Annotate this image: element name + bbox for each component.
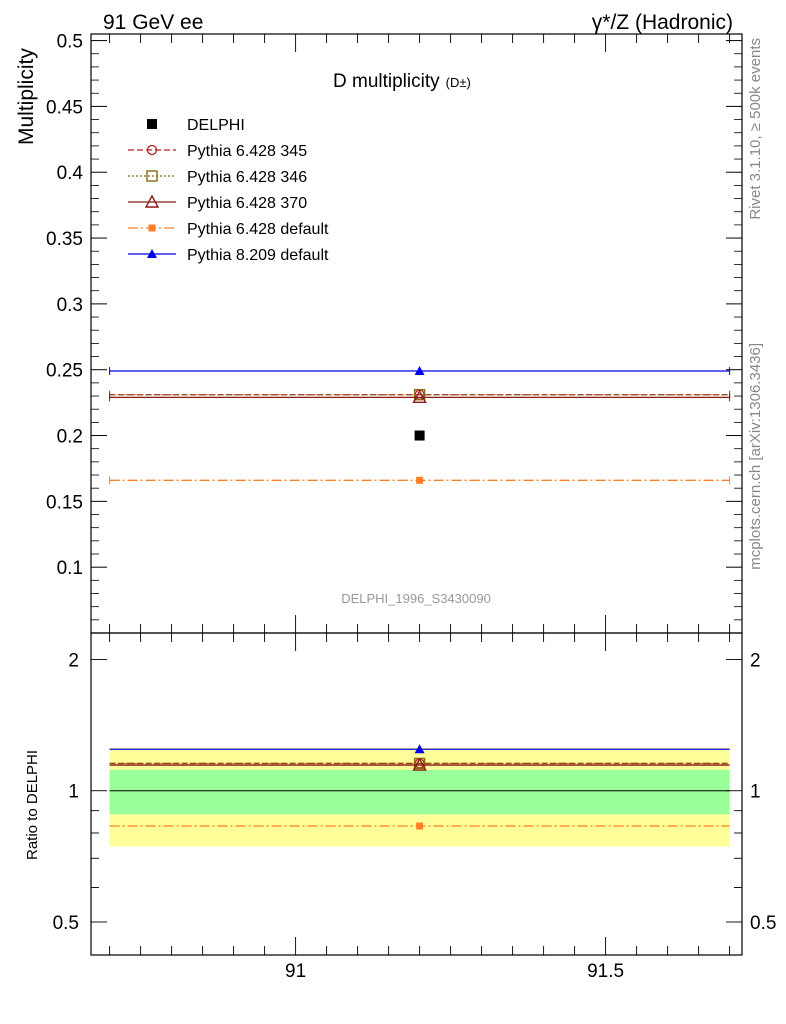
y-tick-label: 0.1 — [57, 558, 83, 579]
legend-marker-p345 — [146, 144, 158, 156]
x-tick-label: 91.5 — [587, 961, 624, 982]
legend-marker-p346 — [146, 170, 158, 182]
analysis-label: DELPHI_1996_S3430090 — [341, 591, 491, 606]
legend-label-p346: Pythia 6.428 346 — [187, 169, 307, 186]
y-tick-label: 0.4 — [57, 163, 84, 184]
legend-label-delphi: DELPHI — [187, 117, 245, 134]
y-tick-label: 0.3 — [57, 295, 83, 316]
ratio-point-p370 — [412, 757, 427, 771]
y-tick-label: 0.15 — [46, 492, 83, 513]
ratio-tick-label: 1 — [68, 782, 79, 803]
header-left: 91 GeV ee — [103, 11, 203, 34]
plot-title-main: D multiplicity — [333, 71, 440, 92]
main-series — [109, 366, 731, 485]
y-tick-label: 0.35 — [46, 229, 83, 250]
legend-marker-p8def — [147, 249, 157, 258]
ratio-point-p8def — [414, 744, 425, 754]
ratio-bands — [109, 747, 730, 847]
ratio-tick-label: 0.5 — [53, 913, 79, 934]
series-point-delphi — [414, 430, 425, 441]
x-tick-label: 91 — [285, 961, 306, 982]
legend-label-p370: Pythia 6.428 370 — [187, 195, 307, 212]
y-axis-title: Multiplicity — [15, 48, 38, 145]
header-right: γ*/Z (Hadronic) — [592, 11, 733, 34]
series-point-p370 — [412, 389, 427, 404]
legend-label-p6def: Pythia 6.428 default — [187, 221, 329, 238]
series-point-p346 — [413, 389, 426, 401]
ratio-y-axis-title: Ratio to DELPHI — [24, 750, 41, 860]
ratio-tick-label-right: 2 — [750, 650, 761, 671]
y-tick-label: 0.2 — [57, 427, 83, 448]
ratio-point-p6def — [416, 822, 424, 830]
y-tick-label: 0.5 — [57, 32, 83, 53]
legend: DELPHI Pythia 6.428 345 Pythia 6.428 346 Py… — [128, 117, 329, 264]
ratio-band-inner — [109, 769, 730, 815]
ratio-tick-label-right: 0.5 — [750, 913, 776, 934]
ratio-tick-label-right: 1 — [750, 782, 761, 803]
y-tick-label: 0.25 — [46, 361, 83, 382]
legend-label-p345: Pythia 6.428 345 — [187, 143, 307, 160]
legend-marker-delphi — [147, 119, 157, 129]
legend-marker-p6def — [148, 224, 156, 232]
ratio-series — [109, 744, 730, 830]
plot-title-sup: (D±) — [446, 75, 471, 90]
series-point-p6def — [416, 476, 424, 484]
ratio-frame — [90, 632, 743, 956]
mcplots-label: mcplots.cern.ch [arXiv:1306.3436] — [747, 343, 764, 570]
rivet-label: Rivet 3.1.10, ≥ 500k events — [747, 38, 764, 220]
legend-marker-p370 — [144, 194, 160, 208]
ratio-tick-label: 2 — [68, 650, 79, 671]
plot-title: D multiplicity (D±) — [333, 71, 471, 92]
series-point-p8def — [414, 366, 425, 376]
legend-label-p8def: Pythia 8.209 default — [187, 247, 329, 264]
y-tick-label: 0.45 — [46, 97, 83, 118]
axes: 0.1 0.15 0.2 0.25 0.3 0.35 0.4 0.45 0.5 91 91.5 0.5… — [46, 32, 776, 982]
